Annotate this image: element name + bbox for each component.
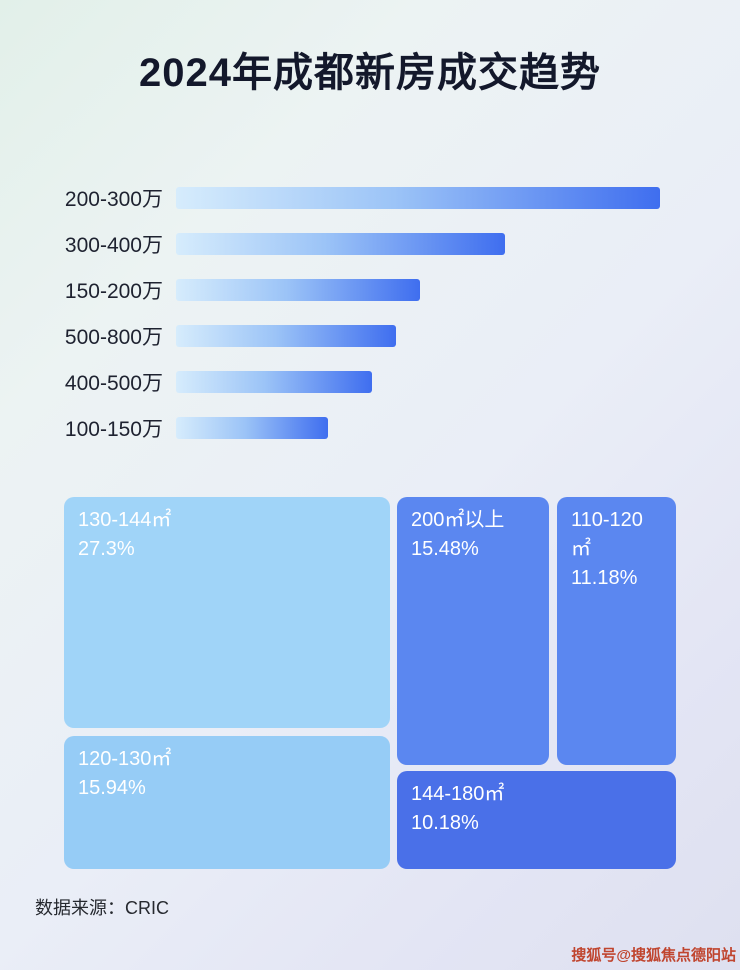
bar-row: 100-150万 xyxy=(58,405,660,451)
treemap-box-120-130: 120-130㎡ 15.94% xyxy=(64,736,390,869)
bar-row: 400-500万 xyxy=(58,359,660,405)
bar-category-label: 300-400万 xyxy=(64,234,163,257)
treemap-box-label: 120-130㎡ xyxy=(78,748,172,770)
watermark: 搜狐号@搜狐焦点德阳站 xyxy=(571,947,736,964)
bar-category-label: 400-500万 xyxy=(64,372,163,395)
bar-category-label: 200-300万 xyxy=(64,188,163,211)
bar-row: 500-800万 xyxy=(58,313,660,359)
bar-track xyxy=(176,325,660,347)
bar-category-label: 150-200万 xyxy=(64,280,163,303)
treemap-box-144-180: 144-180㎡ 10.18% xyxy=(397,771,676,869)
bar-track xyxy=(176,187,660,209)
bar xyxy=(176,279,421,301)
bar-category-label: 500-800万 xyxy=(64,326,163,349)
bar-row: 200-300万 xyxy=(58,175,660,221)
treemap-box-value: 11.18% xyxy=(571,567,638,589)
treemap-box-label: 130-144㎡ xyxy=(78,509,172,531)
bar-track xyxy=(176,371,660,393)
page-title: 2024年成都新房成交趋势 xyxy=(139,51,601,95)
area-share-treemap: 130-144㎡ 27.3% 200㎡以上 15.48% 110-120㎡ 11… xyxy=(64,497,676,869)
treemap-box-value: 15.48% xyxy=(411,538,479,560)
treemap-box-label: 200㎡以上 xyxy=(411,509,505,531)
treemap-box-value: 15.94% xyxy=(78,777,146,799)
bar-track xyxy=(176,233,660,255)
bar-row: 150-200万 xyxy=(58,267,660,313)
treemap-box-value: 10.18% xyxy=(411,812,479,834)
bar-category-label: 100-150万 xyxy=(64,418,163,441)
data-source: 数据来源：CRIC xyxy=(35,898,169,918)
price-band-bar-chart: 200-300万 300-400万 150-200万 500-800万 400-… xyxy=(58,175,660,451)
treemap-box-200-plus: 200㎡以上 15.48% xyxy=(397,497,549,765)
bar xyxy=(176,187,660,209)
bar xyxy=(176,233,506,255)
treemap-box-label: 144-180㎡ xyxy=(411,783,505,805)
bar-row: 300-400万 xyxy=(58,221,660,267)
treemap-box-110-120: 110-120㎡ 11.18% xyxy=(557,497,676,765)
bar xyxy=(176,417,329,439)
bar-track xyxy=(176,417,660,439)
bar-track xyxy=(176,279,660,301)
bar xyxy=(176,325,397,347)
treemap-box-value: 27.3% xyxy=(78,538,135,560)
treemap-box-label: 110-120㎡ xyxy=(571,509,643,560)
treemap-box-130-144: 130-144㎡ 27.3% xyxy=(64,497,390,728)
bar xyxy=(176,371,373,393)
